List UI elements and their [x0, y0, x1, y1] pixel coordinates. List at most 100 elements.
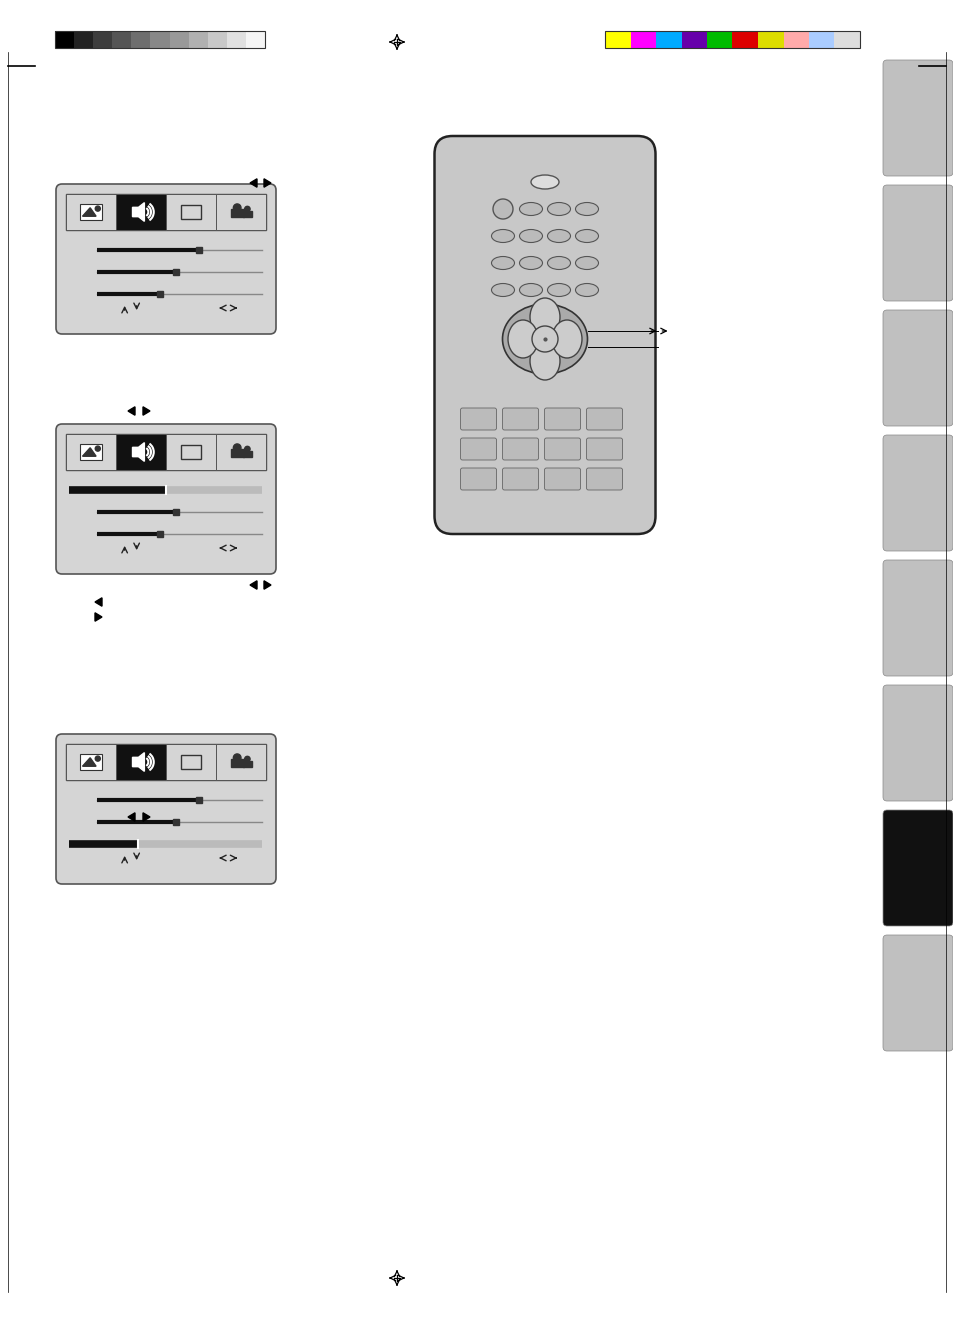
Bar	[215, 194, 266, 230]
Circle shape	[95, 755, 100, 761]
Bar	[181, 755, 201, 769]
Ellipse shape	[519, 283, 542, 297]
Bar	[170, 31, 189, 48]
Ellipse shape	[547, 202, 570, 215]
Bar	[112, 31, 132, 48]
FancyBboxPatch shape	[586, 438, 622, 460]
Bar	[116, 194, 166, 230]
FancyBboxPatch shape	[882, 185, 952, 301]
Polygon shape	[128, 407, 135, 415]
Bar	[181, 446, 201, 459]
Ellipse shape	[575, 257, 598, 270]
Ellipse shape	[531, 176, 558, 189]
Bar	[680, 31, 706, 48]
Bar	[181, 205, 201, 219]
Circle shape	[493, 200, 513, 219]
Bar	[208, 31, 227, 48]
Bar	[166, 434, 215, 469]
Bar	[189, 31, 208, 48]
Bar	[604, 31, 630, 48]
Bar	[80, 754, 102, 770]
Polygon shape	[82, 448, 96, 456]
FancyBboxPatch shape	[544, 438, 579, 460]
Bar	[604, 31, 859, 48]
Ellipse shape	[491, 257, 514, 270]
Ellipse shape	[575, 230, 598, 242]
Polygon shape	[250, 178, 256, 188]
Ellipse shape	[519, 230, 542, 242]
Bar	[706, 31, 732, 48]
Bar	[246, 31, 265, 48]
Bar	[215, 434, 266, 469]
FancyBboxPatch shape	[544, 408, 579, 430]
Bar	[66, 194, 266, 230]
Bar	[151, 31, 170, 48]
Bar	[55, 31, 265, 48]
Polygon shape	[143, 813, 150, 821]
Bar	[231, 759, 243, 767]
FancyBboxPatch shape	[882, 60, 952, 176]
Bar	[242, 451, 252, 458]
Circle shape	[233, 754, 241, 762]
Ellipse shape	[575, 202, 598, 215]
Bar	[93, 31, 112, 48]
FancyBboxPatch shape	[586, 408, 622, 430]
Circle shape	[233, 203, 241, 211]
Bar	[55, 31, 74, 48]
Ellipse shape	[491, 230, 514, 242]
Bar	[80, 444, 102, 460]
Circle shape	[532, 326, 558, 352]
Circle shape	[244, 206, 250, 211]
Bar	[66, 743, 116, 779]
FancyBboxPatch shape	[882, 935, 952, 1051]
Bar	[758, 31, 782, 48]
Bar	[231, 209, 243, 217]
Ellipse shape	[507, 321, 537, 358]
Bar	[66, 434, 266, 469]
FancyBboxPatch shape	[544, 468, 579, 489]
Polygon shape	[132, 202, 144, 221]
Bar	[227, 31, 246, 48]
Circle shape	[95, 446, 100, 451]
Ellipse shape	[530, 298, 559, 336]
FancyBboxPatch shape	[502, 408, 537, 430]
Bar	[66, 743, 266, 779]
FancyBboxPatch shape	[502, 468, 537, 489]
Bar	[166, 743, 215, 779]
FancyBboxPatch shape	[460, 438, 496, 460]
Polygon shape	[95, 613, 102, 621]
FancyBboxPatch shape	[56, 184, 275, 334]
FancyBboxPatch shape	[460, 408, 496, 430]
Polygon shape	[264, 178, 271, 188]
FancyBboxPatch shape	[434, 136, 655, 535]
Ellipse shape	[519, 202, 542, 215]
Ellipse shape	[502, 305, 587, 374]
Bar	[66, 434, 116, 469]
Polygon shape	[250, 581, 256, 589]
Bar	[80, 205, 102, 219]
Bar	[630, 31, 656, 48]
Ellipse shape	[491, 283, 514, 297]
FancyBboxPatch shape	[882, 685, 952, 801]
Polygon shape	[132, 443, 144, 462]
FancyBboxPatch shape	[882, 560, 952, 676]
FancyBboxPatch shape	[882, 435, 952, 551]
Bar	[74, 31, 93, 48]
Bar	[732, 31, 758, 48]
Polygon shape	[143, 407, 150, 415]
Bar	[231, 450, 243, 458]
Circle shape	[233, 444, 241, 452]
Circle shape	[244, 447, 250, 452]
Bar	[834, 31, 859, 48]
FancyBboxPatch shape	[56, 424, 275, 575]
Bar	[166, 194, 215, 230]
Bar	[782, 31, 808, 48]
Ellipse shape	[575, 283, 598, 297]
Circle shape	[95, 206, 100, 211]
Ellipse shape	[547, 283, 570, 297]
Bar	[132, 31, 151, 48]
Polygon shape	[264, 581, 271, 589]
Polygon shape	[128, 813, 135, 821]
Bar	[66, 194, 116, 230]
Circle shape	[244, 757, 250, 762]
